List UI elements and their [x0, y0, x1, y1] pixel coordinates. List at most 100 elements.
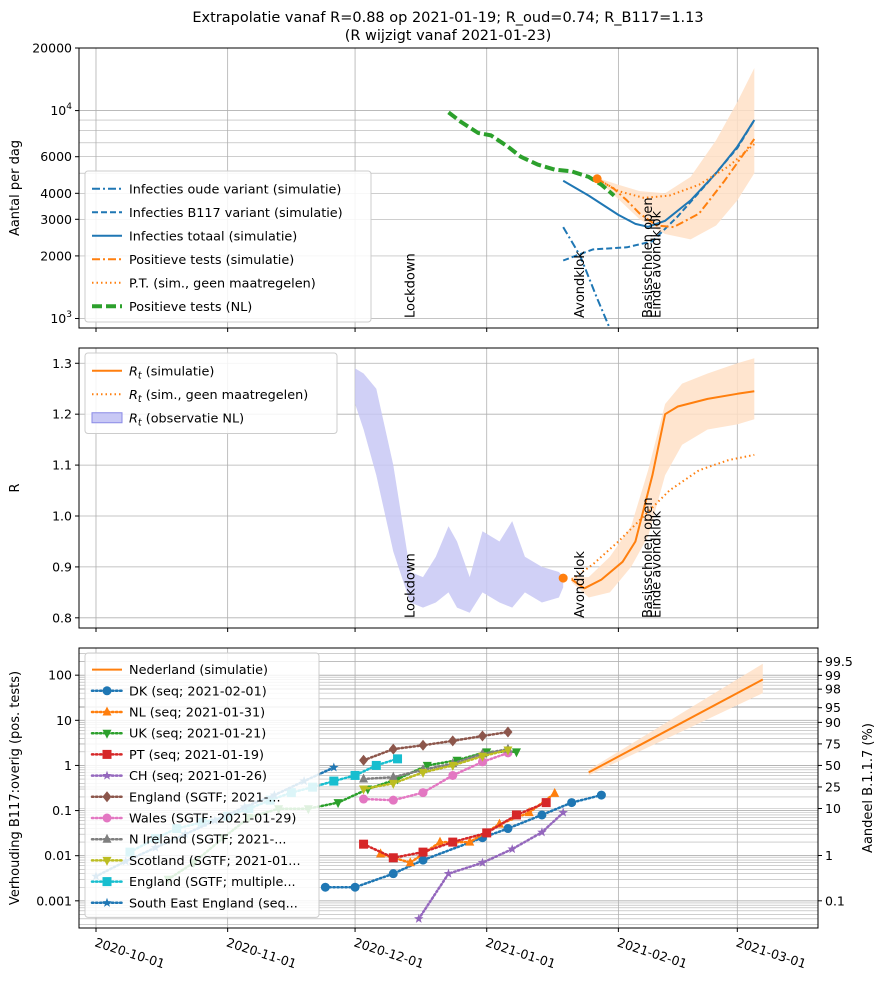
data-point: [388, 853, 398, 863]
data-point: [350, 770, 360, 780]
data-point: [443, 868, 454, 878]
axes-frame: [78, 47, 819, 329]
annotation-label: Avondklok: [573, 251, 588, 318]
y-tick-label: 103: [50, 310, 72, 326]
confidence-band: [571, 358, 755, 598]
y2-tick-label: 99.5: [825, 654, 853, 669]
legend-subscript: t: [138, 370, 143, 381]
tick-base: 10: [50, 103, 66, 118]
legend-text: (observatie NL): [142, 411, 244, 426]
legend: Rt (simulatie)Rt (sim., geen maatregelen…: [84, 352, 338, 434]
legend-label: Infecties oude variant (simulatie): [129, 182, 341, 197]
y-tick-label: 1: [64, 758, 72, 773]
data-point: [359, 794, 369, 804]
panel-2: Lockdown Avondklok Basisscholen openEinde …: [8, 347, 819, 632]
legend: Infecties oude variant (simulatie) Infect…: [84, 170, 372, 323]
data-point: [494, 818, 504, 828]
data-point: [359, 773, 369, 783]
legend-marker: [102, 897, 112, 907]
data-point: [359, 785, 369, 795]
legend-subscript: t: [138, 394, 143, 405]
y-tick-label: 20000: [32, 41, 72, 56]
data-point: [350, 882, 360, 892]
legend-marker: [102, 749, 112, 759]
series-line-6: [447, 110, 616, 198]
data-point: [448, 761, 458, 771]
highlight-point: [558, 573, 568, 583]
data-point: [503, 746, 513, 756]
legend-label: England (SGTF; multiple...: [129, 875, 296, 890]
legend-marker: [102, 770, 112, 780]
x-tick-label: 2021-03-01: [734, 935, 808, 972]
axes-frame: [78, 647, 819, 929]
data-point: [422, 761, 432, 771]
y2-tick-label: 25: [825, 779, 841, 794]
annotation-label: Einde avondklok: [650, 510, 665, 618]
legend-label: Scotland (SGTF; 2021-01...: [129, 854, 301, 869]
data-point: [329, 762, 339, 772]
data-point: [405, 857, 415, 867]
data-point: [537, 810, 547, 820]
series-line-1: [571, 390, 755, 590]
legend-label: N Ireland (SGTF; 2021-...: [129, 833, 287, 848]
series-line-3: [379, 792, 556, 864]
tick-base: 10: [50, 311, 66, 326]
data-point: [537, 827, 547, 837]
y-axis-label: R: [8, 483, 23, 492]
data-point: [596, 790, 606, 800]
y2-tick-label: 75: [825, 736, 841, 751]
series-line-10: [362, 748, 510, 791]
annotation-label: Avondklok: [573, 551, 588, 618]
legend-marker: [102, 856, 112, 866]
series-line-3: [562, 119, 756, 228]
data-point: [567, 798, 577, 808]
legend-marker: [102, 791, 112, 803]
legend-text: (sim., geen maatregelen): [142, 388, 309, 403]
annotation-label: Basisscholen open: [641, 197, 656, 318]
data-point: [524, 807, 534, 817]
legend-symbol: R: [129, 388, 138, 403]
data-point: [414, 913, 424, 923]
axes-frame: [78, 347, 819, 629]
legend-label: South East England (seq...: [129, 896, 298, 911]
legend-label: Nederland (simulatie): [129, 663, 268, 678]
legend-label: DK (seq; 2021-02-01): [129, 684, 267, 699]
y-axis-label: Verhouding B117:overig (pos. tests): [8, 671, 23, 905]
legend-marker: [102, 877, 112, 887]
y2-tick-label: 90: [825, 715, 841, 730]
data-point: [550, 787, 560, 797]
data-point: [511, 748, 521, 758]
y2-tick-label: 1: [825, 848, 833, 863]
legend-label: Rt (observatie NL): [129, 411, 244, 428]
series-line-1: [588, 678, 764, 774]
y-tick-label: 100: [48, 668, 72, 683]
highlight-point: [592, 174, 602, 184]
data-point: [359, 754, 369, 766]
data-point: [333, 799, 343, 809]
confidence-band: [588, 663, 763, 776]
data-point: [388, 779, 398, 789]
data-point: [511, 810, 521, 820]
tick-exponent: 4: [66, 102, 72, 112]
y-axis-label: Aantal per dag: [8, 140, 23, 236]
data-point: [558, 807, 568, 817]
panel-1: Lockdown Avondklok Basisscholen openEinde …: [8, 41, 819, 332]
y2-tick-label: 99: [825, 668, 841, 683]
data-point: [393, 754, 403, 764]
y-tick-label: 3000: [40, 212, 72, 227]
data-point: [388, 795, 398, 805]
legend-symbol: R: [129, 411, 138, 426]
series-line-2: [571, 453, 755, 581]
y2-tick-label: 95: [825, 700, 841, 715]
legend-label: Rt (simulatie): [129, 364, 214, 381]
data-point: [507, 844, 517, 854]
data-point: [448, 837, 458, 847]
annotation-label: Lockdown: [403, 553, 418, 618]
data-point: [503, 824, 513, 834]
data-point: [448, 770, 458, 780]
legend-symbol: R: [129, 364, 138, 379]
y-tick-label: 1.2: [52, 407, 72, 422]
data-point: [482, 828, 492, 838]
data-point: [388, 869, 398, 879]
figure-title-line2: (R wijzigt vanaf 2021-01-23): [345, 28, 552, 44]
